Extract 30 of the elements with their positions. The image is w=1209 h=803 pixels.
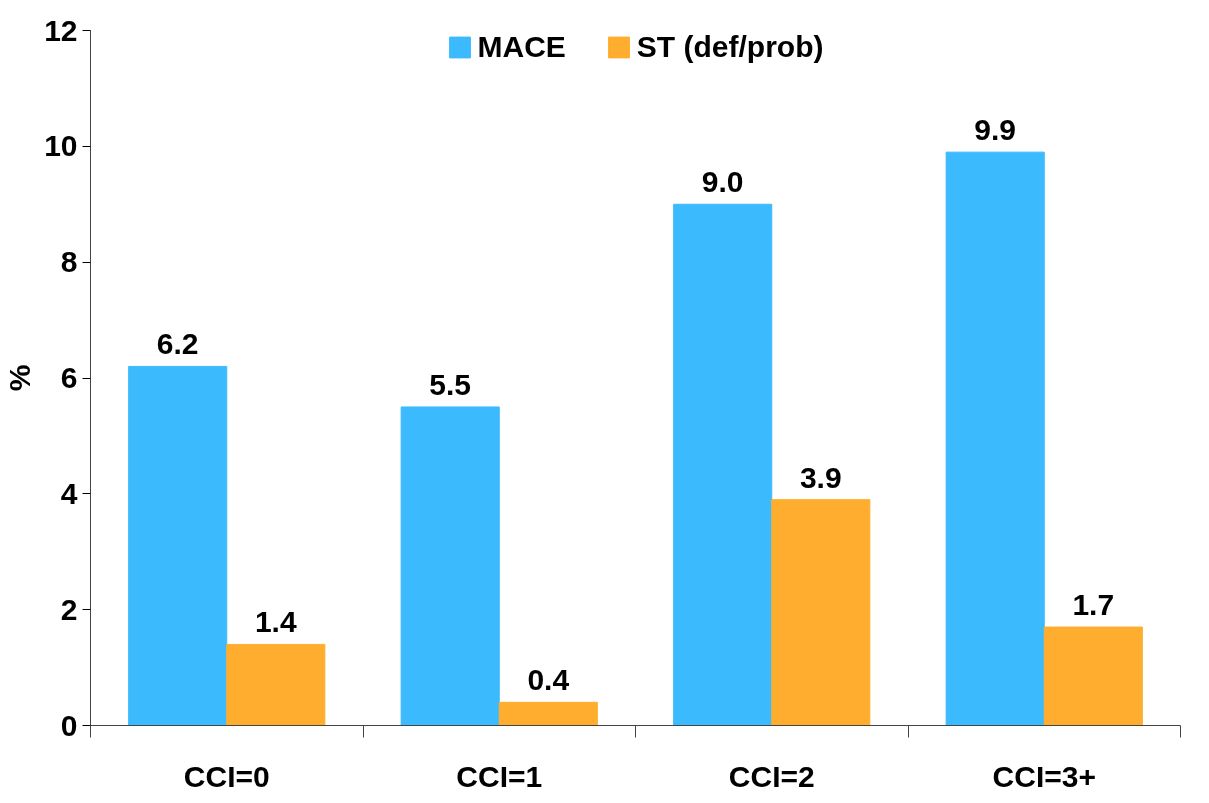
- y-tick-label: 10: [44, 129, 78, 163]
- bar: [1043, 626, 1143, 726]
- y-tick-label: 0: [60, 708, 78, 742]
- data-label: 9.9: [974, 113, 1017, 147]
- bar: [771, 499, 871, 726]
- y-axis-title: %: [3, 364, 37, 392]
- y-tick-label: 2: [60, 592, 78, 626]
- y-tick-label: 4: [60, 476, 78, 510]
- data-label: 0.4: [527, 663, 570, 697]
- bar: [945, 151, 1045, 726]
- y-tick-label: 6: [60, 361, 78, 394]
- x-tick-label: CCI=2: [728, 759, 815, 793]
- data-label: 1.7: [1072, 588, 1115, 622]
- data-label: 3.9: [799, 460, 842, 494]
- x-tick-label: CCI=0: [183, 759, 270, 793]
- bar: [673, 203, 773, 726]
- x-tick-label: CCI=1: [456, 759, 543, 793]
- legend-label: ST (def/prob): [636, 30, 824, 64]
- data-label: 1.4: [254, 605, 297, 639]
- y-tick-label: 8: [60, 245, 78, 279]
- bar: [128, 365, 228, 726]
- x-tick-label: CCI=3+: [992, 759, 1096, 793]
- legend-label: MACE: [477, 30, 566, 64]
- bar: [400, 406, 500, 726]
- data-label: 5.5: [429, 367, 472, 401]
- y-tick-label: 12: [44, 13, 78, 47]
- bar: [498, 701, 598, 726]
- data-label: 9.0: [701, 165, 744, 199]
- data-label: 6.2: [156, 327, 199, 361]
- bar: [226, 643, 326, 726]
